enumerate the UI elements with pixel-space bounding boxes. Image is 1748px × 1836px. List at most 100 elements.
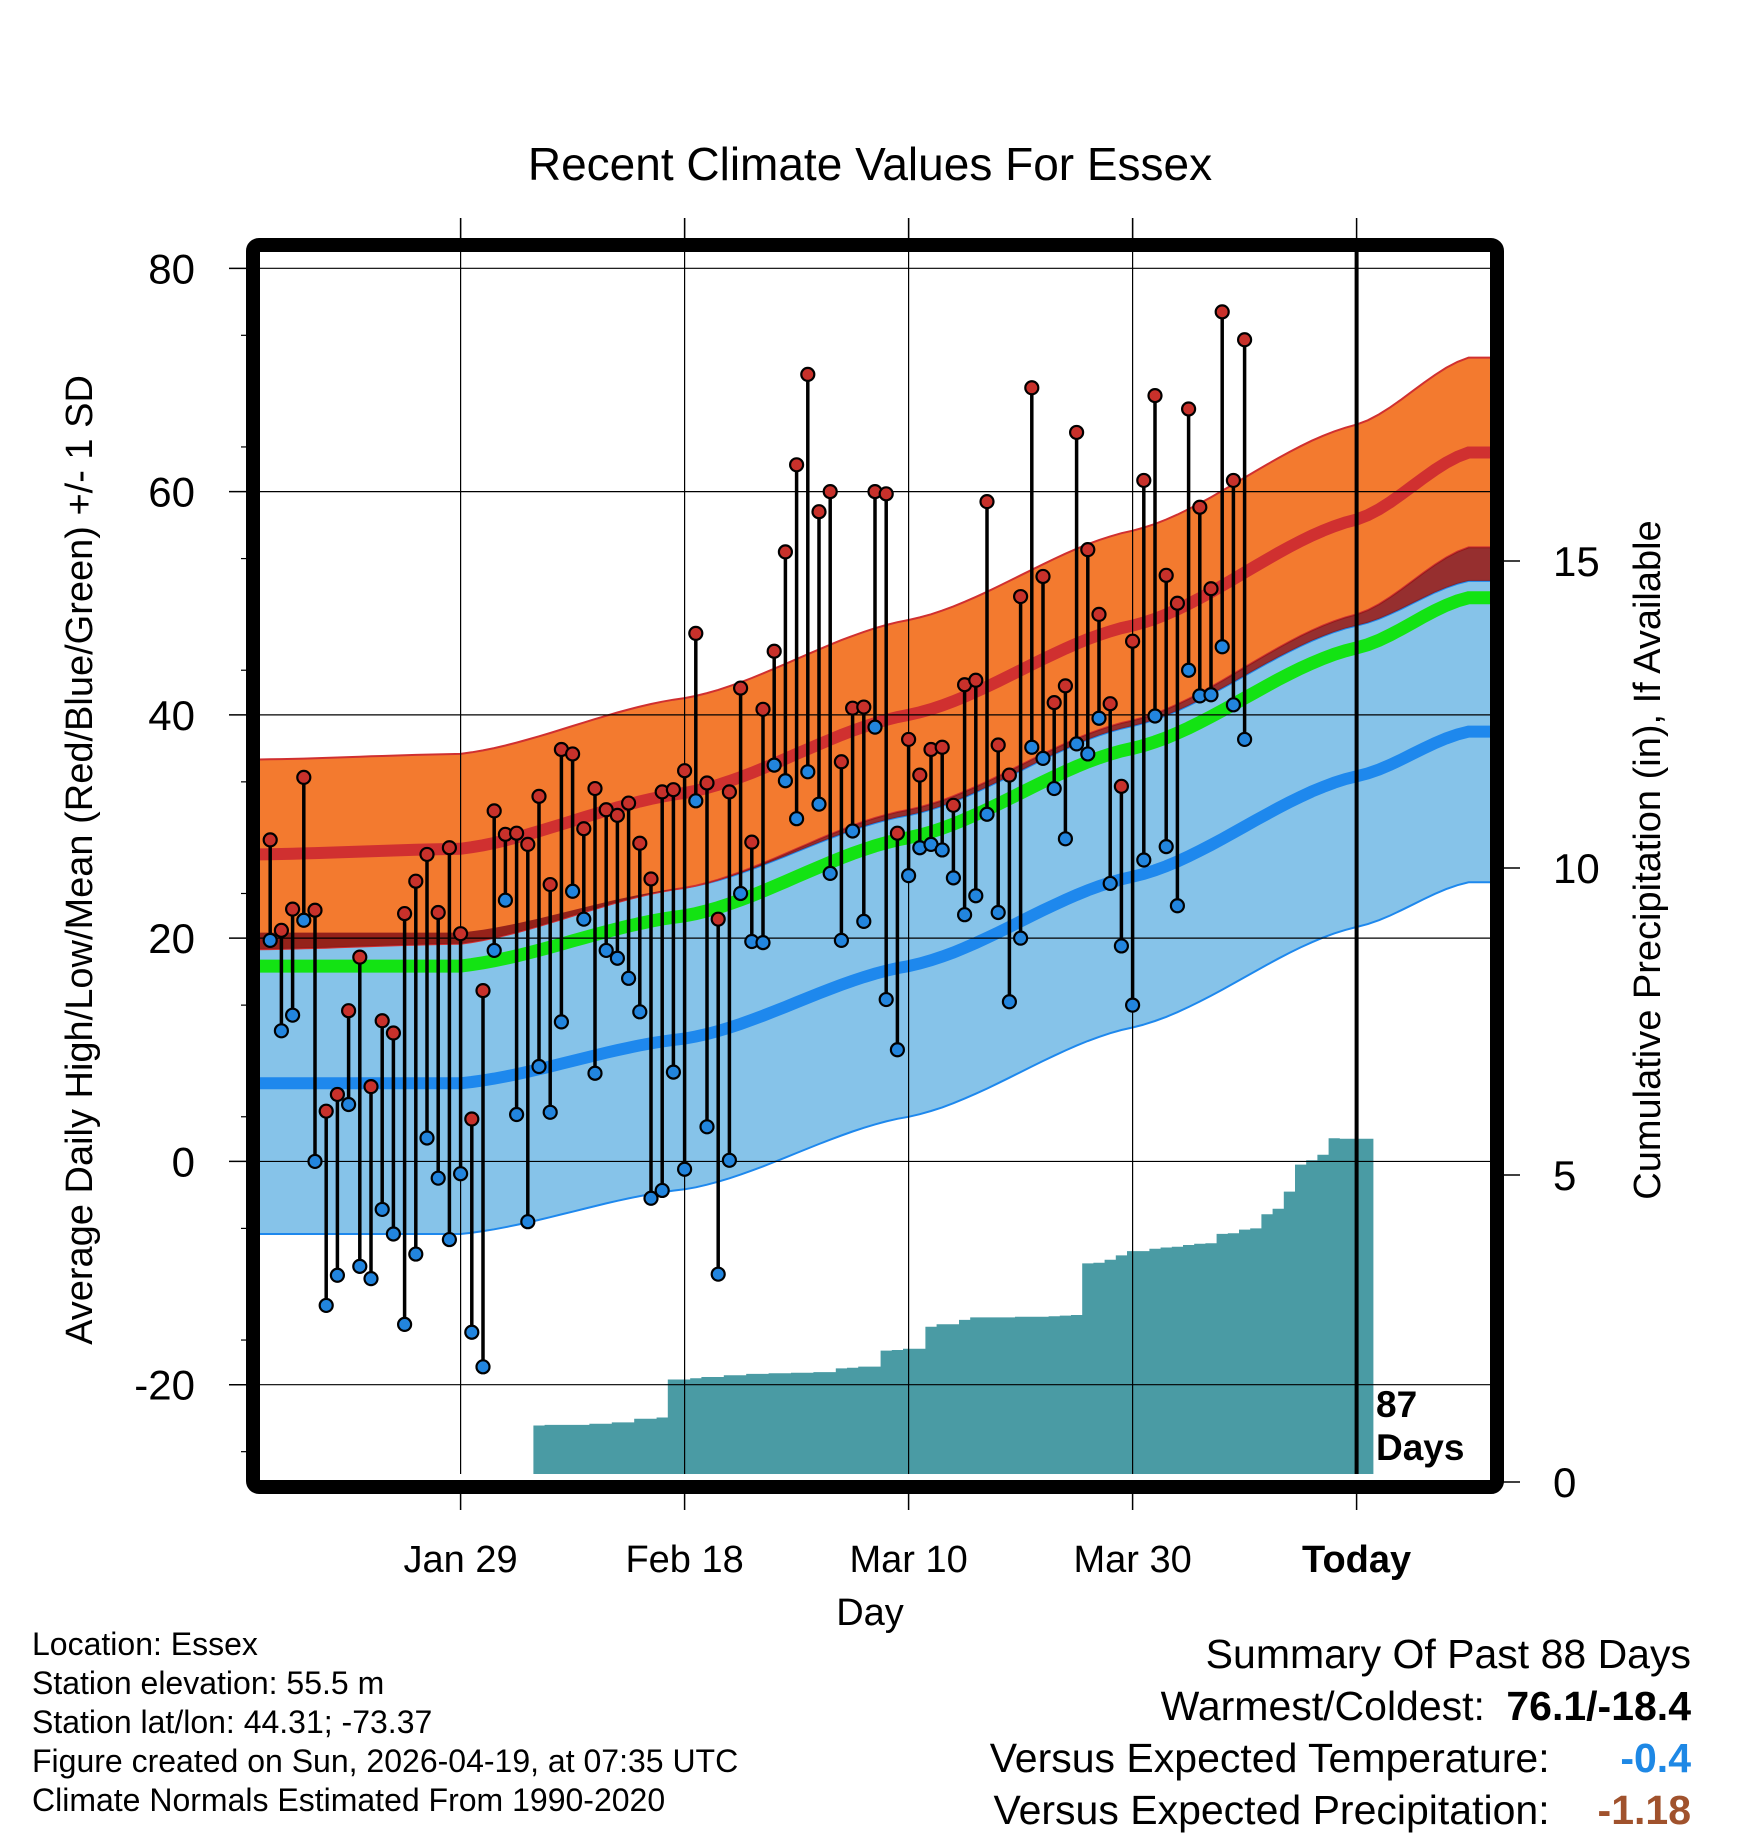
summary-title: Summary Of Past 88 Days [1205,1631,1691,1677]
daily-high-point [587,780,603,797]
summary-warmest-value: 76.1/-18.4 [1506,1683,1691,1729]
daily-low-point [1035,750,1051,767]
x-tick-label: Today [1302,1539,1411,1581]
daily-high-point [464,1111,480,1127]
daily-low-point [1136,852,1152,868]
info-created: Figure created on Sun, 2026-04-19, at 07… [32,1743,739,1779]
daily-high-point [1124,633,1141,649]
daily-low-point [587,1065,603,1081]
y2-tick-label: 10 [1553,845,1600,892]
daily-high-point [766,643,782,659]
daily-high-point [564,746,581,762]
daily-low-point [777,773,794,789]
daily-low-point [990,904,1006,921]
daily-low-point [341,1096,357,1113]
daily-low-point [900,868,917,884]
daily-low-point [1057,831,1074,847]
y-tick-label: 80 [148,245,195,292]
daily-high-point [374,1013,390,1029]
daily-high-point [1113,778,1130,794]
daily-low-point [665,1064,682,1080]
daily-high-point [900,731,917,748]
summary-temp-label: Versus Expected Temperature: [989,1735,1550,1781]
daily-low-point [1024,739,1040,755]
y-tick-label: 0 [172,1138,195,1185]
plot-frame [246,238,1504,1494]
daily-high-point [1012,588,1029,605]
summary-warmest-row: Warmest/Coldest: 76.1/-18.4 [990,1680,1691,1732]
daily-high-point [542,876,558,893]
daily-low-point [598,942,614,959]
daily-high-point [665,782,682,798]
daily-low-point [1203,687,1219,703]
y2-axis-label: Cumulative Precipitation (in), If Availa… [1627,520,1669,1199]
y2-tick-label: 5 [1553,1152,1576,1199]
daily-high-point [262,832,278,848]
daily-high-point [352,949,368,965]
daily-high-point [475,983,491,999]
daily-low-point [296,912,312,928]
daily-high-point [531,788,547,804]
daily-high-point [800,366,816,382]
daily-low-point [609,950,626,966]
daily-low-point [766,757,782,773]
daily-high-point [609,807,626,823]
daily-high-point [1158,567,1174,583]
daily-low-point [676,1161,693,1177]
daily-low-point [844,823,861,839]
daily-high-point [486,803,502,819]
daily-low-point [1180,662,1197,678]
daily-low-point [732,885,749,902]
daily-high-point [990,737,1006,753]
daily-high-point [968,672,984,688]
daily-high-point [307,902,323,918]
daily-high-point [632,835,648,851]
daily-high-point [1068,424,1085,441]
daily-low-point [385,1226,401,1242]
daily-high-point [441,840,457,856]
daily-high-point [508,825,525,841]
daily-high-point [721,784,738,800]
daily-high-point [878,486,894,502]
daily-high-point [419,846,435,863]
x-tick-label: Mar 30 [1073,1539,1191,1581]
daily-low-point [620,970,637,986]
daily-low-point [1068,736,1085,752]
normal-low-line [259,725,1491,1090]
daily-low-point [968,888,984,904]
daily-low-point [979,806,995,822]
daily-high-point [856,699,872,715]
daily-low-point [419,1130,435,1146]
summary-temp-row: Versus Expected Temperature: -0.4 [990,1732,1691,1784]
daily-high-point [1192,499,1208,515]
daily-high-point [1225,472,1242,489]
daily-low-point [1113,938,1130,954]
daily-low-point [1236,731,1253,748]
y-axis-label: Average Daily High/Low/Mean (Red/Blue/Gr… [59,375,101,1345]
daily-high-point [1057,678,1074,694]
daily-low-point [352,1258,368,1274]
x-tick-label: Mar 10 [849,1539,967,1581]
daily-low-point [408,1246,424,1262]
daily-high-point [676,763,693,779]
daily-high-point [453,926,469,942]
daily-low-point [508,1106,525,1123]
daily-low-point [576,911,592,927]
daily-low-point [464,1324,480,1340]
daily-low-point [262,932,278,948]
precip-area [264,1138,1374,1474]
daily-high-point [1136,472,1152,489]
station-info: Location: Essex Station elevation: 55.5 … [32,1625,738,1820]
daily-high-point [285,901,301,917]
daily-high-point [1035,568,1051,585]
daily-low-point [486,942,502,959]
daily-high-point [1169,595,1186,611]
daily-high-point [363,1079,379,1095]
normal-mean-line [259,591,1491,973]
daily-high-point [1236,332,1253,348]
x-axis-label: Day [836,1592,904,1634]
x-tick-label: Jan 29 [404,1539,518,1581]
daily-high-point [329,1086,345,1103]
daily-low-point [721,1152,738,1168]
